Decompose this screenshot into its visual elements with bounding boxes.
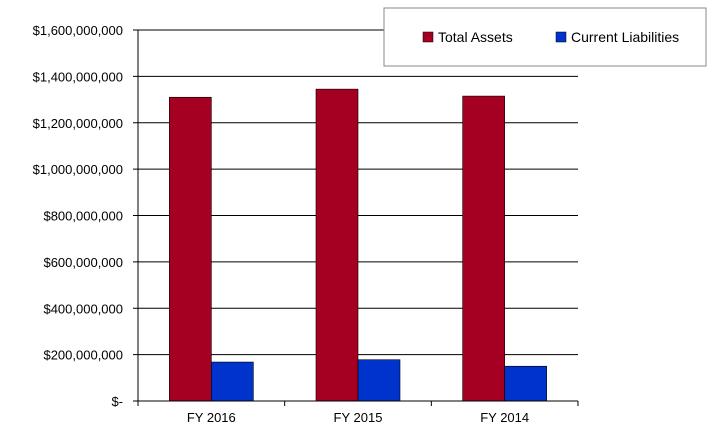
x-tick-label: FY 2015 bbox=[334, 410, 383, 425]
bar-current-liabilities bbox=[211, 361, 254, 402]
y-tick-label: $1,200,000,000 bbox=[33, 116, 123, 131]
y-tick-label: $200,000,000 bbox=[43, 348, 123, 363]
y-tick-label: $400,000,000 bbox=[43, 301, 123, 316]
x-axis: FY 2016 FY 2015 FY 2014 bbox=[137, 400, 579, 425]
legend: Total Assets Current Liabilities bbox=[383, 7, 707, 67]
y-axis: $- $200,000,000 $400,000,000 $600,000,000 $8… bbox=[33, 23, 139, 409]
legend-label-current-liabilities: Current Liabilities bbox=[571, 29, 679, 45]
y-tick-label: $- bbox=[111, 394, 123, 409]
legend-box bbox=[383, 7, 707, 67]
legend-swatch-current-liabilities bbox=[555, 31, 567, 43]
bars bbox=[169, 88, 547, 402]
bar-total-assets bbox=[462, 95, 505, 402]
y-tick-label: $800,000,000 bbox=[43, 209, 123, 224]
legend-swatch-total-assets bbox=[422, 31, 434, 43]
bar-total-assets bbox=[315, 88, 359, 402]
legend-label-total-assets: Total Assets bbox=[438, 29, 513, 45]
x-tick-label: FY 2016 bbox=[187, 410, 236, 425]
x-tick-label: FY 2014 bbox=[480, 410, 529, 425]
bar-total-assets bbox=[169, 96, 212, 402]
y-tick-label: $1,000,000,000 bbox=[33, 162, 123, 177]
bar-current-liabilities bbox=[357, 359, 401, 402]
y-tick-label: $600,000,000 bbox=[43, 255, 123, 270]
bar-current-liabilities bbox=[504, 365, 547, 402]
y-tick-label: $1,600,000,000 bbox=[33, 23, 123, 38]
y-tick-label: $1,400,000,000 bbox=[33, 69, 123, 84]
